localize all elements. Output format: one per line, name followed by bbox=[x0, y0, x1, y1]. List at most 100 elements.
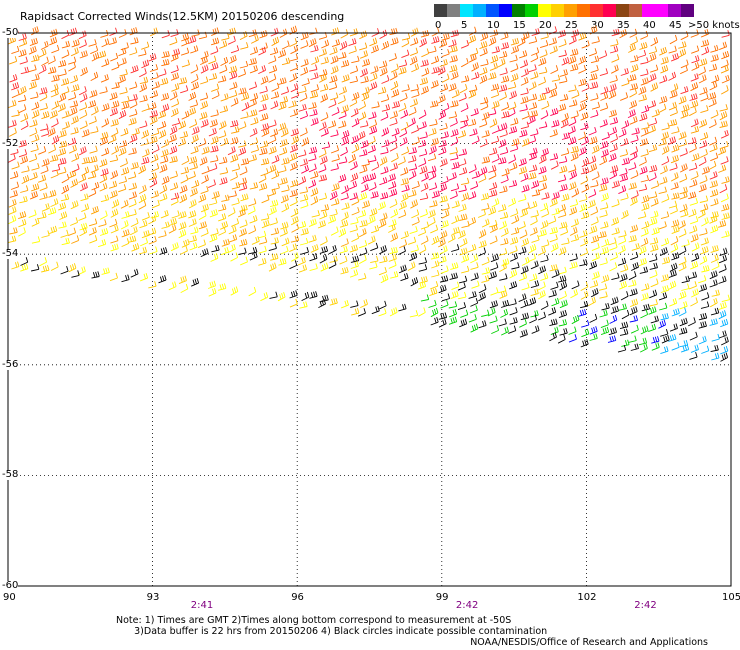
wind-barb bbox=[530, 71, 539, 80]
wind-barb bbox=[261, 219, 270, 229]
wind-barb bbox=[78, 86, 87, 96]
wind-barb bbox=[661, 237, 670, 247]
wind-barb bbox=[31, 101, 40, 111]
wind-barb bbox=[378, 266, 387, 276]
wind-barb bbox=[341, 211, 349, 221]
wind-barb bbox=[150, 72, 159, 80]
wind-barb bbox=[349, 180, 358, 190]
wind-barb bbox=[78, 212, 87, 221]
wind-barb bbox=[671, 225, 680, 235]
wind-barb bbox=[519, 50, 528, 59]
wind-barb bbox=[680, 86, 689, 95]
wind-barb bbox=[81, 203, 90, 213]
latitude-label: -50 bbox=[2, 27, 19, 38]
wind-barb bbox=[331, 154, 340, 162]
wind-barb bbox=[469, 84, 478, 92]
wind-barb bbox=[408, 189, 417, 198]
wind-barb bbox=[568, 326, 577, 335]
wind-barb bbox=[238, 183, 248, 191]
wind-barb bbox=[488, 271, 497, 280]
wind-barb bbox=[400, 272, 409, 282]
wind-barb bbox=[58, 221, 67, 229]
wind-barb bbox=[40, 40, 49, 50]
wind-barb bbox=[230, 97, 239, 107]
wind-barb bbox=[399, 92, 408, 102]
wind-barb bbox=[508, 154, 517, 164]
wind-barb bbox=[118, 176, 128, 184]
wind-barb bbox=[50, 88, 59, 98]
wind-barb bbox=[561, 112, 569, 123]
wind-barb bbox=[310, 170, 319, 180]
wind-barb bbox=[71, 153, 80, 162]
wind-barb bbox=[430, 252, 440, 260]
wind-barb bbox=[420, 85, 429, 95]
wind-barb bbox=[121, 101, 130, 110]
wind-barb bbox=[639, 113, 648, 122]
legend-swatch bbox=[447, 4, 460, 17]
wind-barb bbox=[678, 262, 687, 272]
wind-barb bbox=[468, 291, 477, 299]
wind-speed-legend: 0 5 10 15 20 25 30 35 40 45 >50 knots bbox=[434, 4, 740, 34]
wind-barb bbox=[520, 173, 529, 182]
wind-barb bbox=[518, 194, 527, 202]
wind-barb bbox=[208, 287, 217, 297]
wind-barb bbox=[669, 34, 678, 45]
wind-barb bbox=[398, 59, 408, 68]
wind-barb bbox=[408, 117, 416, 127]
wind-barb bbox=[257, 230, 267, 239]
wind-barb bbox=[558, 49, 567, 58]
wind-barb bbox=[499, 211, 509, 220]
wind-barb bbox=[669, 323, 678, 332]
wind-barb bbox=[200, 100, 209, 110]
wind-barb bbox=[320, 56, 329, 65]
wind-barb bbox=[217, 75, 227, 83]
wind-barb bbox=[679, 317, 688, 327]
wind-barb bbox=[190, 226, 199, 235]
wind-barb bbox=[658, 138, 667, 146]
wind-barb bbox=[121, 274, 130, 283]
wind-barb bbox=[530, 128, 539, 137]
wind-barb bbox=[650, 315, 659, 324]
wind-barb bbox=[308, 218, 317, 228]
wind-barb bbox=[578, 55, 587, 65]
wind-barb bbox=[317, 220, 326, 229]
wind-barb bbox=[508, 179, 518, 188]
wind-barb bbox=[640, 228, 649, 237]
wind-barb bbox=[491, 89, 500, 99]
wind-barb bbox=[169, 125, 178, 135]
wind-barb bbox=[88, 39, 97, 47]
wind-barb bbox=[138, 68, 147, 78]
wind-barb bbox=[640, 174, 650, 183]
wind-barb bbox=[260, 213, 270, 221]
wind-barb bbox=[171, 98, 180, 108]
wind-barb bbox=[39, 182, 48, 192]
wind-barb bbox=[639, 156, 647, 166]
longitude-label: 105 bbox=[722, 592, 740, 603]
wind-barb bbox=[678, 95, 687, 105]
wind-barb bbox=[390, 208, 399, 219]
wind-barb bbox=[458, 92, 467, 102]
wind-barb bbox=[589, 25, 598, 35]
wind-barb bbox=[378, 219, 387, 229]
wind-barb bbox=[490, 287, 499, 296]
wind-barb bbox=[379, 212, 388, 221]
wind-barb bbox=[50, 198, 59, 208]
wind-barb bbox=[580, 247, 589, 257]
wind-barb bbox=[181, 110, 190, 120]
latitude-label: -56 bbox=[2, 358, 19, 370]
wind-barb bbox=[51, 44, 60, 54]
wind-barb bbox=[688, 317, 696, 327]
wind-barb bbox=[561, 132, 571, 140]
wind-barb bbox=[158, 120, 167, 130]
wind-barb bbox=[100, 194, 110, 203]
wind-barb bbox=[589, 280, 599, 288]
wind-barb bbox=[289, 189, 298, 198]
wind-barb bbox=[180, 245, 188, 255]
wind-barb bbox=[610, 305, 619, 314]
wind-barb bbox=[379, 255, 388, 264]
legend-swatch bbox=[499, 4, 512, 17]
wind-barb bbox=[511, 138, 520, 147]
wind-barb bbox=[530, 216, 538, 226]
wind-barb bbox=[168, 281, 177, 291]
wind-barb bbox=[168, 134, 177, 143]
